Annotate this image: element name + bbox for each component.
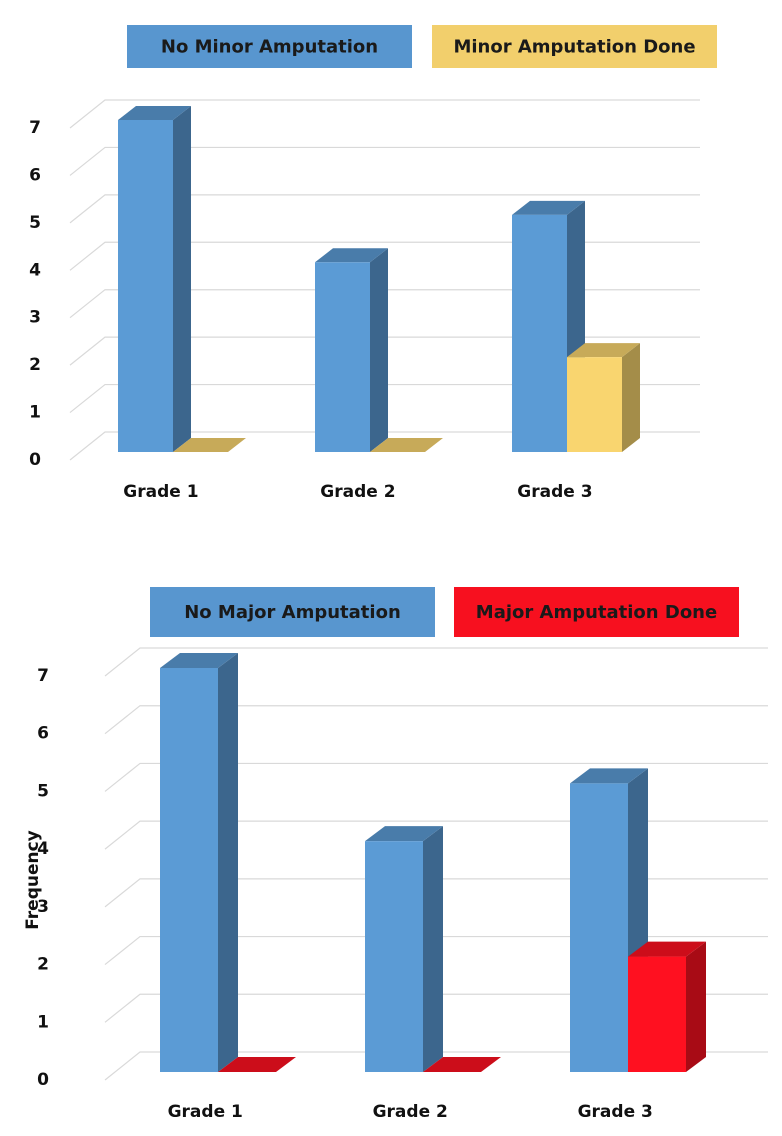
grid-line xyxy=(104,1051,768,1081)
legend-label: No Major Amputation xyxy=(184,602,401,623)
bar-top xyxy=(370,438,443,452)
bar-side xyxy=(423,826,443,1072)
x-tick-label: Grade 2 xyxy=(373,1102,448,1122)
bar-top xyxy=(570,768,648,784)
bar xyxy=(570,783,628,1072)
bar-side xyxy=(173,106,191,452)
bar-top xyxy=(628,941,706,957)
y-tick-label: 0 xyxy=(37,1070,49,1090)
grid-line xyxy=(69,99,700,129)
bar-side xyxy=(686,941,706,1072)
bar-top xyxy=(423,1057,501,1072)
x-tick-label: Grade 1 xyxy=(168,1102,243,1122)
legend-swatch xyxy=(432,25,717,68)
bar xyxy=(365,841,423,1072)
chart: 0 1 2 3 4 5 6 7 Frequency No Major Amputation Majo… xyxy=(23,587,768,1122)
grid-line xyxy=(104,705,768,735)
y-tick-label: 2 xyxy=(37,955,49,975)
grid-line xyxy=(69,146,700,176)
bar-top xyxy=(160,653,238,668)
grid-line xyxy=(104,993,768,1023)
bar xyxy=(315,262,370,452)
grid-line xyxy=(69,194,700,224)
grid-line xyxy=(104,762,768,792)
y-tick-label: 6 xyxy=(37,724,49,744)
x-tick-label: Grade 3 xyxy=(578,1102,653,1122)
y-tick-label: 1 xyxy=(37,1012,49,1032)
y-tick-label: 3 xyxy=(29,308,41,328)
grid-line xyxy=(69,241,700,271)
bar xyxy=(628,956,686,1072)
bar-top xyxy=(218,1057,296,1072)
bar xyxy=(160,668,218,1072)
bar-side xyxy=(622,343,640,452)
x-tick-label: Grade 2 xyxy=(320,482,395,502)
grid-line xyxy=(104,647,768,677)
legend-swatch xyxy=(127,25,412,68)
chart: 0 1 2 3 4 5 6 7 No Minor Amputation Minor Amputat… xyxy=(29,25,717,502)
y-tick-label: 4 xyxy=(29,260,41,280)
y-tick-label: 0 xyxy=(29,450,41,470)
bar xyxy=(567,357,622,452)
y-tick-label: 7 xyxy=(37,666,49,686)
legend-swatch xyxy=(150,587,435,637)
y-tick-label: 4 xyxy=(37,839,49,859)
bar-side xyxy=(370,248,388,452)
y-tick-label: 3 xyxy=(37,897,49,917)
bar-top xyxy=(567,343,640,358)
bar-top xyxy=(173,438,246,452)
bar-side xyxy=(218,653,238,1072)
y-tick-label: 6 xyxy=(29,165,41,185)
y-tick-label: 5 xyxy=(29,213,41,233)
legend-label: Minor Amputation Done xyxy=(453,37,695,58)
grid-line xyxy=(104,878,768,908)
grid-line xyxy=(104,935,768,966)
bar-top xyxy=(315,248,388,263)
y-tick-label: 1 xyxy=(29,403,41,423)
y-tick-label: 5 xyxy=(37,781,49,801)
grid-line xyxy=(69,383,700,414)
bar-top xyxy=(365,826,443,842)
bar xyxy=(118,120,173,452)
y-axis-label: Frequency xyxy=(23,830,43,930)
y-tick-label: 2 xyxy=(29,355,41,375)
grid-line xyxy=(69,431,700,461)
legend-label: Major Amputation Done xyxy=(476,602,717,623)
x-tick-label: Grade 3 xyxy=(517,482,592,502)
bar xyxy=(512,214,567,452)
grid-line xyxy=(69,289,700,319)
legend-swatch xyxy=(454,587,739,637)
grid-line xyxy=(104,820,768,850)
legend-label: No Minor Amputation xyxy=(161,37,378,58)
bar-top xyxy=(118,106,191,120)
y-tick-label: 7 xyxy=(29,118,41,138)
grid-line xyxy=(69,336,700,366)
x-tick-label: Grade 1 xyxy=(123,482,198,502)
bar-top xyxy=(512,200,585,215)
